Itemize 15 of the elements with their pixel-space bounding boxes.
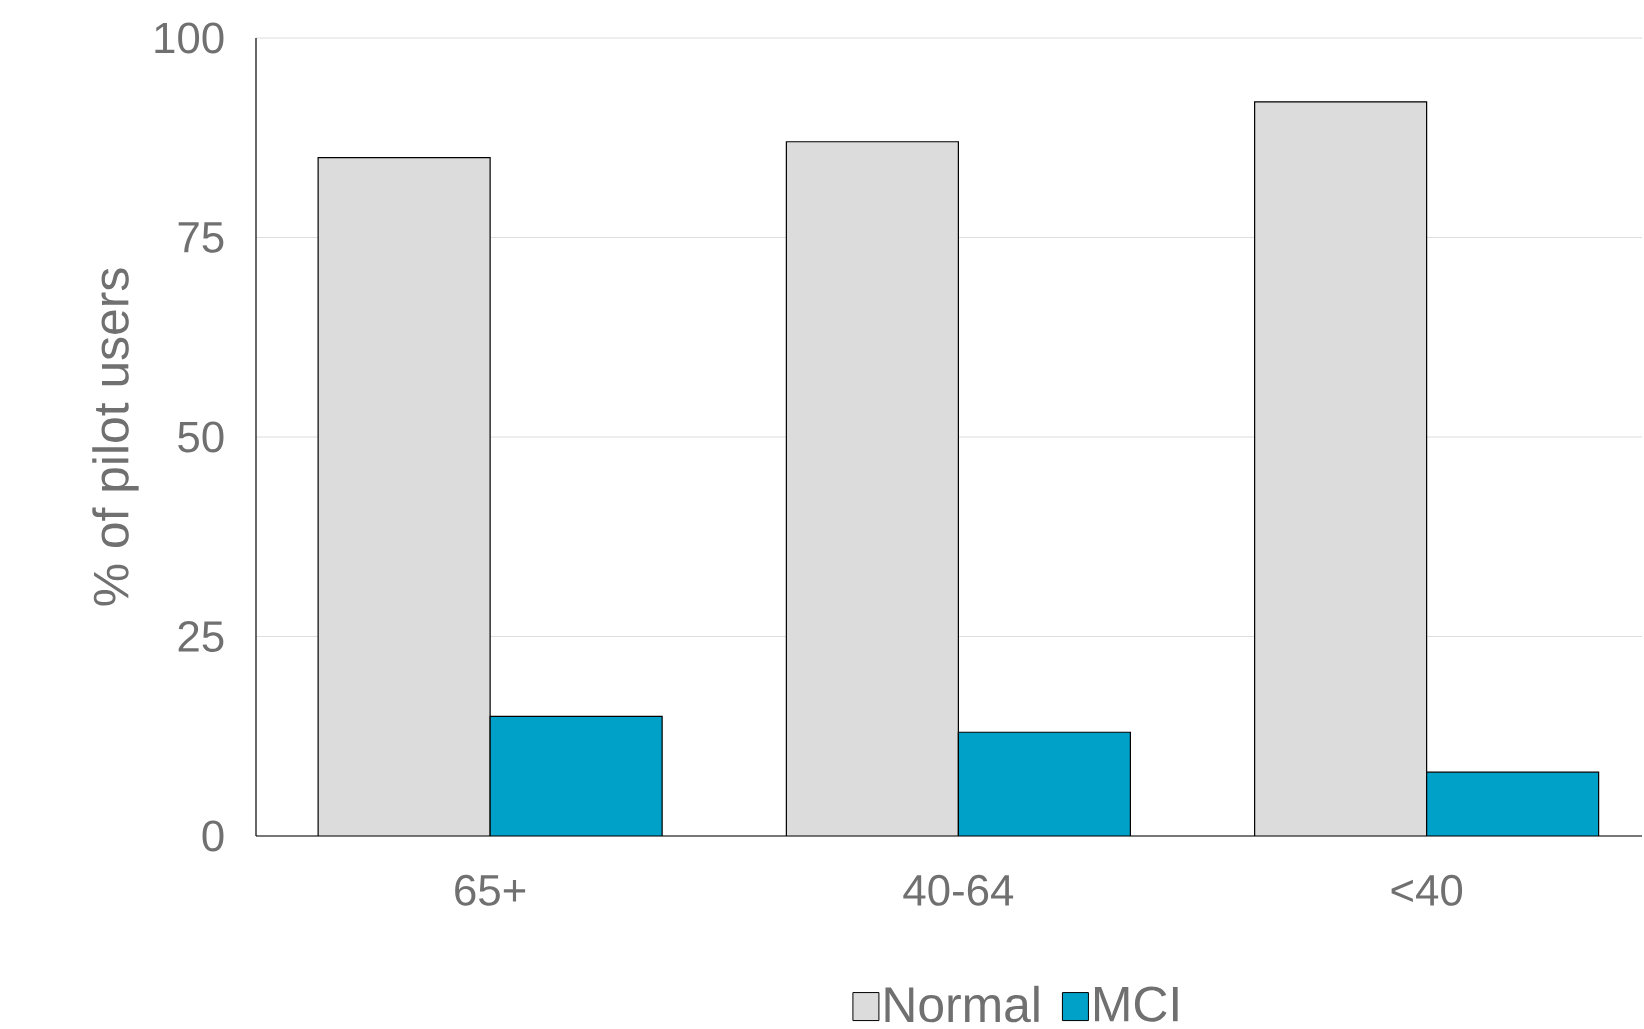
legend-label: MCI [1095,986,1178,1022]
bar [958,732,1131,836]
y-tick-label: 75 [178,222,224,253]
x-tick-label: 40-64 [903,874,1014,906]
y-tick-label: 50 [178,421,224,453]
x-tick-label: 65+ [455,874,526,906]
y-axis-title: % of pilot users [92,268,139,606]
legend-label: Normal [885,985,1039,1023]
y-tick-label: 0 [202,820,224,852]
bar [490,716,663,836]
bar [1426,771,1600,836]
x-tick-label: <40 [1391,874,1463,906]
y-tick-label: 25 [178,620,224,653]
y-tick-label: 100 [155,22,224,54]
bar [318,157,491,836]
